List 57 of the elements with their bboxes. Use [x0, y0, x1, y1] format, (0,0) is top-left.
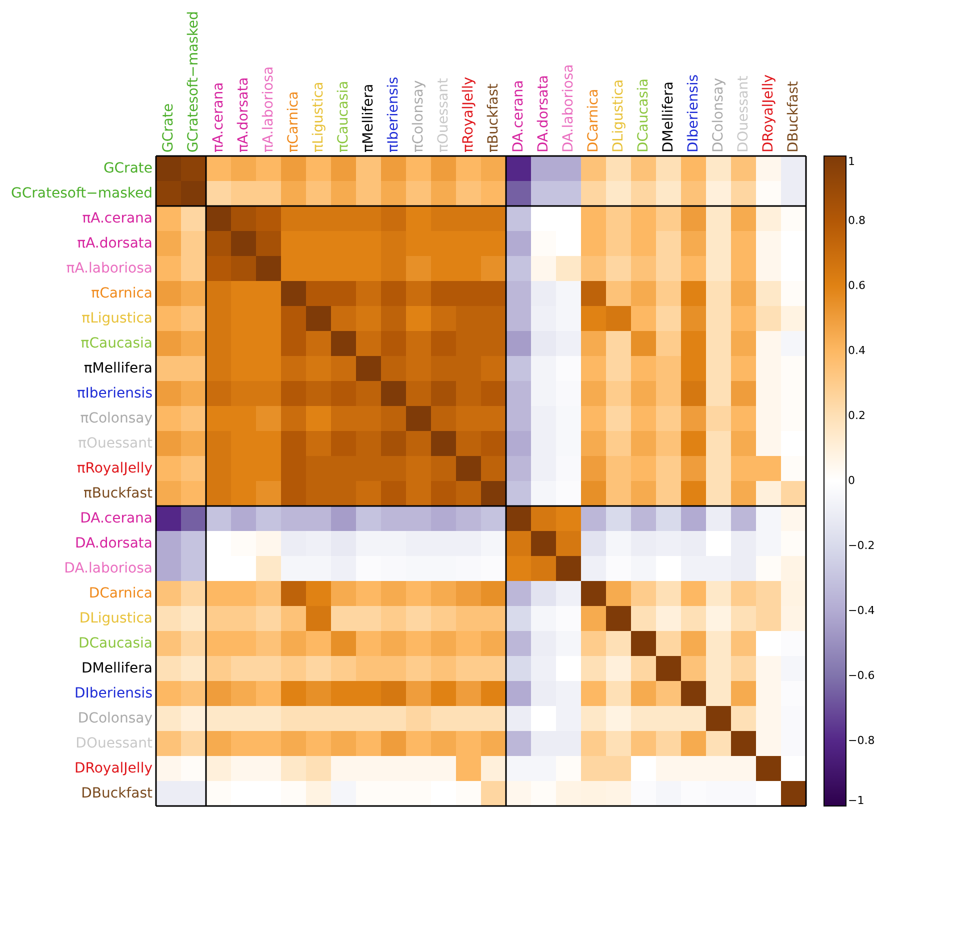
x-tick-label: DIberiensis: [686, 74, 702, 152]
color-bar-label: −0.6: [848, 669, 875, 682]
x-tick-label: DMellifera: [660, 81, 676, 152]
y-tick-label: πCarnica: [91, 286, 152, 302]
y-tick-label: GCratesoft−masked: [11, 186, 152, 202]
y-tick-label: πA.cerana: [82, 210, 152, 226]
x-tick-label: πA.laboriosa: [260, 66, 276, 152]
y-tick-label: DA.laboriosa: [64, 560, 152, 576]
color-bar-label: 0.2: [848, 409, 866, 422]
color-bar-label: 0.8: [848, 214, 866, 227]
y-tick-label: DA.cerana: [80, 510, 152, 526]
y-tick-label: πBuckfast: [83, 486, 153, 502]
x-tick-label: πA.cerana: [210, 82, 226, 152]
y-tick-label: πA.dorsata: [77, 236, 152, 252]
x-tick-label: πLigustica: [310, 82, 326, 152]
y-tick-label: πA.laboriosa: [66, 260, 152, 276]
x-tick-label: πBuckfast: [486, 82, 502, 152]
x-tick-label: πColonsay: [410, 80, 426, 152]
color-bar-label: 0.4: [848, 344, 866, 357]
y-tick-label: DMellifera: [81, 660, 152, 676]
x-tick-label: DRoyalJelly: [760, 74, 776, 152]
y-tick-label: DBuckfast: [81, 786, 154, 802]
color-bar-label: −0.2: [848, 539, 875, 552]
x-tick-label: DCaucasia: [636, 78, 652, 152]
color-bar-label: −1: [848, 794, 864, 807]
x-tick-label: πIberiensis: [386, 76, 402, 152]
y-tick-label: πLigustica: [82, 310, 152, 326]
y-tick-label: DColonsay: [78, 710, 152, 726]
y-tick-label: πMellifera: [84, 360, 152, 376]
x-tick-label: πCaucasia: [336, 80, 352, 152]
color-bar-label: 1: [848, 155, 855, 168]
y-tick-label: DRoyalJelly: [74, 760, 152, 776]
y-tick-label: πCaucasia: [80, 336, 152, 352]
color-bar-label: −0.4: [848, 604, 875, 617]
y-tick-label: DCaucasia: [78, 636, 152, 652]
x-tick-label: πA.dorsata: [236, 77, 252, 152]
color-bar-label: −0.8: [848, 734, 875, 747]
color-bar-label: 0: [848, 474, 855, 487]
x-tick-label: DColonsay: [710, 78, 726, 152]
y-tick-label: DCarnica: [88, 586, 152, 602]
y-tick-label: DA.dorsata: [75, 536, 152, 552]
x-tick-label: DBuckfast: [786, 80, 802, 152]
x-tick-label: DA.cerana: [510, 80, 526, 152]
color-bar-label: 0.6: [848, 279, 866, 292]
x-tick-label: DCarnica: [586, 88, 602, 152]
x-tick-label: πMellifera: [360, 84, 376, 152]
y-tick-label: πColonsay: [80, 410, 152, 426]
x-tick-label: πRoyalJelly: [460, 76, 476, 152]
y-tick-label: GCrate: [103, 160, 152, 176]
x-tick-label: πCarnica: [286, 91, 302, 152]
y-tick-label: DIberiensis: [74, 686, 152, 702]
x-tick-label: DA.dorsata: [536, 75, 552, 152]
x-tick-label: DLigustica: [610, 79, 626, 152]
y-tick-label: πRoyalJelly: [76, 460, 152, 476]
y-tick-label: DLigustica: [79, 610, 152, 626]
x-tick-label: DA.laboriosa: [560, 64, 576, 152]
y-tick-label: πIberiensis: [76, 386, 152, 402]
